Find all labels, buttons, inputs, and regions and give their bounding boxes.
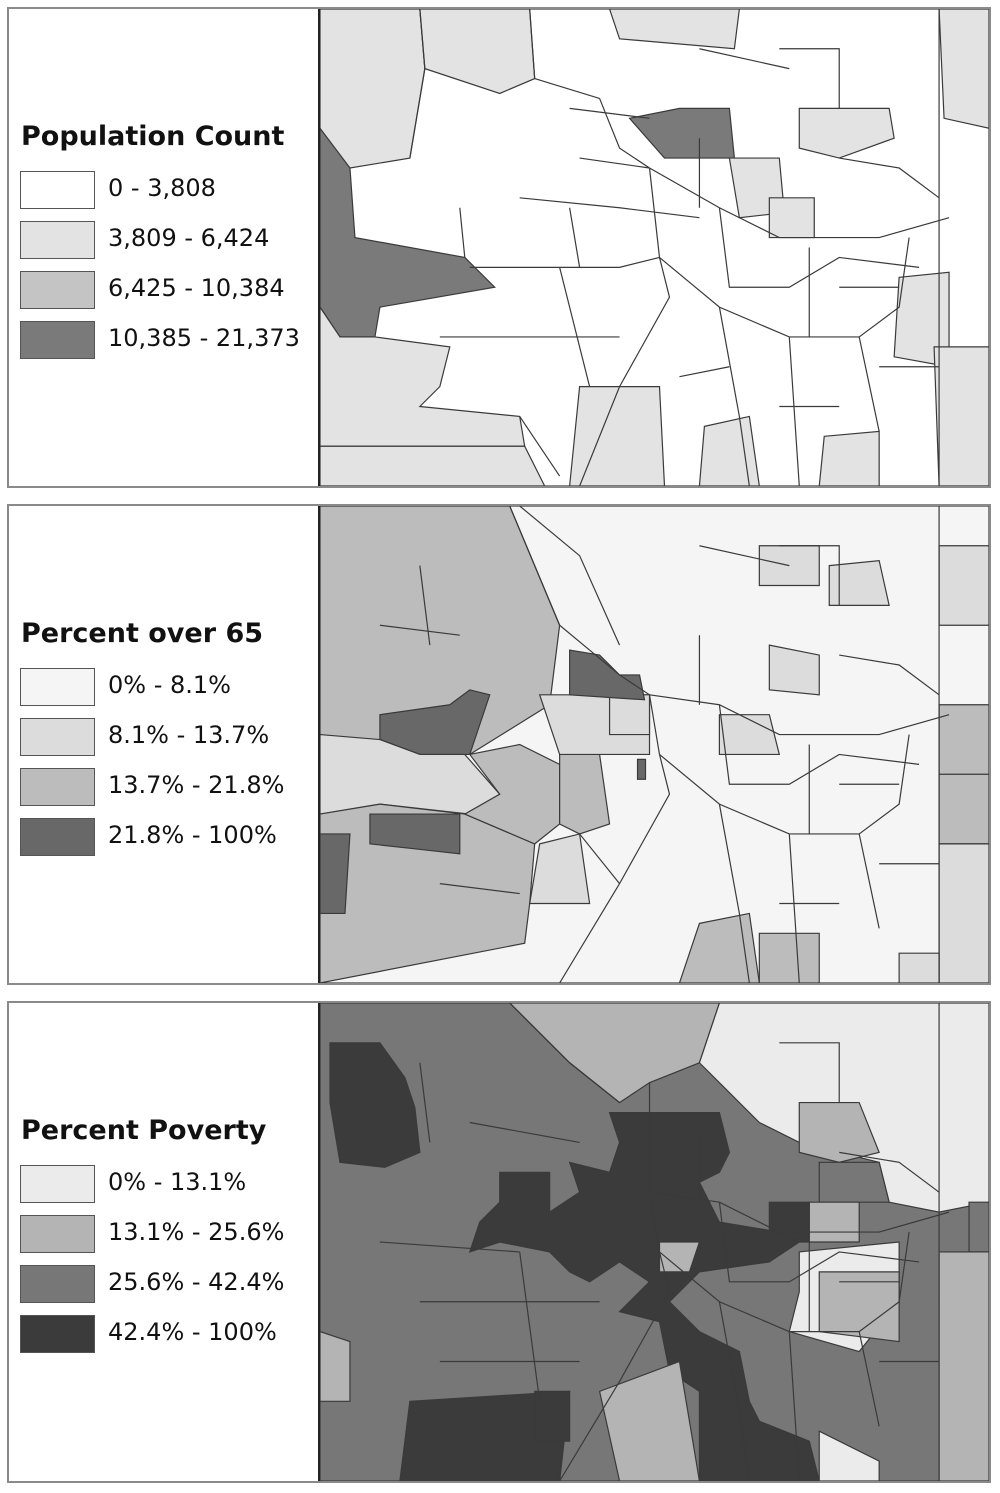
- tract: [608, 9, 740, 50]
- legend-label: 8.1% - 13.7%: [108, 721, 270, 749]
- tract: [320, 833, 351, 915]
- legend-label: 13.7% - 21.8%: [108, 771, 285, 799]
- legend-label: 0% - 8.1%: [108, 671, 231, 699]
- legend-item: 42.4% - 100%: [20, 1315, 310, 1355]
- legend-title: Percent over 65: [21, 618, 264, 649]
- tract: [598, 1360, 701, 1481]
- legend-label: 6,425 - 10,384: [108, 274, 285, 302]
- choropleth-map-over-65: [320, 506, 989, 983]
- legend-swatch: [20, 768, 95, 806]
- map-panel-over-65: Percent over 65 0% - 8.1% 8.1% - 13.7% 1…: [7, 504, 991, 985]
- legend-item: 10,385 - 21,373: [20, 321, 310, 361]
- legend-title: Population Count: [21, 121, 285, 152]
- legend-over-65: Percent over 65 0% - 8.1% 8.1% - 13.7% 1…: [9, 506, 320, 983]
- tract: [718, 714, 781, 756]
- map-svg: [320, 9, 989, 486]
- tract: [628, 107, 736, 159]
- legend-label: 42.4% - 100%: [108, 1318, 277, 1346]
- tract: [569, 649, 646, 701]
- tract: [818, 1271, 900, 1343]
- legend-item: 0% - 8.1%: [20, 668, 310, 708]
- tract: [636, 758, 647, 780]
- tract: [329, 1042, 421, 1168]
- legend-label: 0% - 13.1%: [108, 1168, 247, 1196]
- legend-swatch: [20, 221, 95, 259]
- tract: [320, 445, 546, 486]
- legend-swatch: [20, 1165, 95, 1203]
- tract: [698, 415, 760, 486]
- legend-item: 13.1% - 25.6%: [20, 1215, 310, 1255]
- tract: [534, 1390, 571, 1442]
- legend-label: 25.6% - 42.4%: [108, 1268, 285, 1296]
- legend-swatch: [20, 718, 95, 756]
- legend-population: Population Count 0 - 3,808 3,809 - 6,424…: [9, 9, 320, 486]
- tract: [528, 833, 591, 905]
- map-panel-population: Population Count 0 - 3,808 3,809 - 6,424…: [7, 7, 991, 488]
- tract: [938, 1251, 989, 1481]
- tract: [768, 644, 820, 696]
- legend-poverty: Percent Poverty 0% - 13.1% 13.1% - 25.6%…: [9, 1003, 320, 1481]
- legend-item: 21.8% - 100%: [20, 818, 310, 858]
- tract: [818, 1430, 880, 1481]
- tract: [399, 1390, 571, 1481]
- legend-swatch: [20, 1315, 95, 1353]
- tract: [698, 1390, 820, 1481]
- legend-item: 6,425 - 10,384: [20, 271, 310, 311]
- legend-item: 0 - 3,808: [20, 171, 310, 211]
- legend-item: 0% - 13.1%: [20, 1165, 310, 1205]
- tract: [818, 430, 880, 486]
- tract: [828, 560, 890, 606]
- choropleth-map-poverty: [320, 1003, 989, 1481]
- legend-title: Percent Poverty: [21, 1115, 267, 1146]
- tract: [808, 1201, 860, 1243]
- legend-swatch: [20, 668, 95, 706]
- legend-swatch: [20, 818, 95, 856]
- legend-swatch: [20, 1265, 95, 1303]
- tract: [818, 1161, 890, 1203]
- tract: [320, 1330, 351, 1402]
- tract: [658, 1241, 701, 1273]
- legend-swatch: [20, 271, 95, 309]
- legend-item: 8.1% - 13.7%: [20, 718, 310, 758]
- legend-swatch: [20, 171, 95, 209]
- map-svg: [320, 1003, 989, 1481]
- tract: [320, 803, 536, 983]
- tract: [938, 843, 989, 983]
- map-svg: [320, 506, 989, 983]
- tract: [320, 9, 426, 169]
- tract: [933, 346, 989, 486]
- tract: [768, 197, 815, 239]
- legend-label: 3,809 - 6,424: [108, 224, 270, 252]
- tract: [369, 813, 461, 855]
- legend-label: 13.1% - 25.6%: [108, 1218, 285, 1246]
- choropleth-map-population: [320, 9, 989, 486]
- tract: [569, 386, 666, 486]
- map-panel-poverty: Percent Poverty 0% - 13.1% 13.1% - 25.6%…: [7, 1001, 991, 1483]
- tract: [938, 773, 989, 845]
- legend-swatch: [20, 1215, 95, 1253]
- tract: [463, 743, 561, 845]
- legend-label: 0 - 3,808: [108, 174, 216, 202]
- legend-item: 3,809 - 6,424: [20, 221, 310, 261]
- tract: [798, 1101, 880, 1163]
- legend-item: 13.7% - 21.8%: [20, 768, 310, 808]
- tract: [938, 545, 989, 626]
- tract: [938, 9, 989, 129]
- tract: [968, 1201, 989, 1253]
- legend-label: 21.8% - 100%: [108, 821, 277, 849]
- tract: [608, 694, 651, 736]
- legend-label: 10,385 - 21,373: [108, 324, 300, 352]
- tract: [798, 107, 895, 159]
- tract: [758, 932, 820, 983]
- legend-item: 25.6% - 42.4%: [20, 1265, 310, 1305]
- legend-swatch: [20, 321, 95, 359]
- tract: [898, 952, 940, 983]
- tract: [678, 912, 760, 983]
